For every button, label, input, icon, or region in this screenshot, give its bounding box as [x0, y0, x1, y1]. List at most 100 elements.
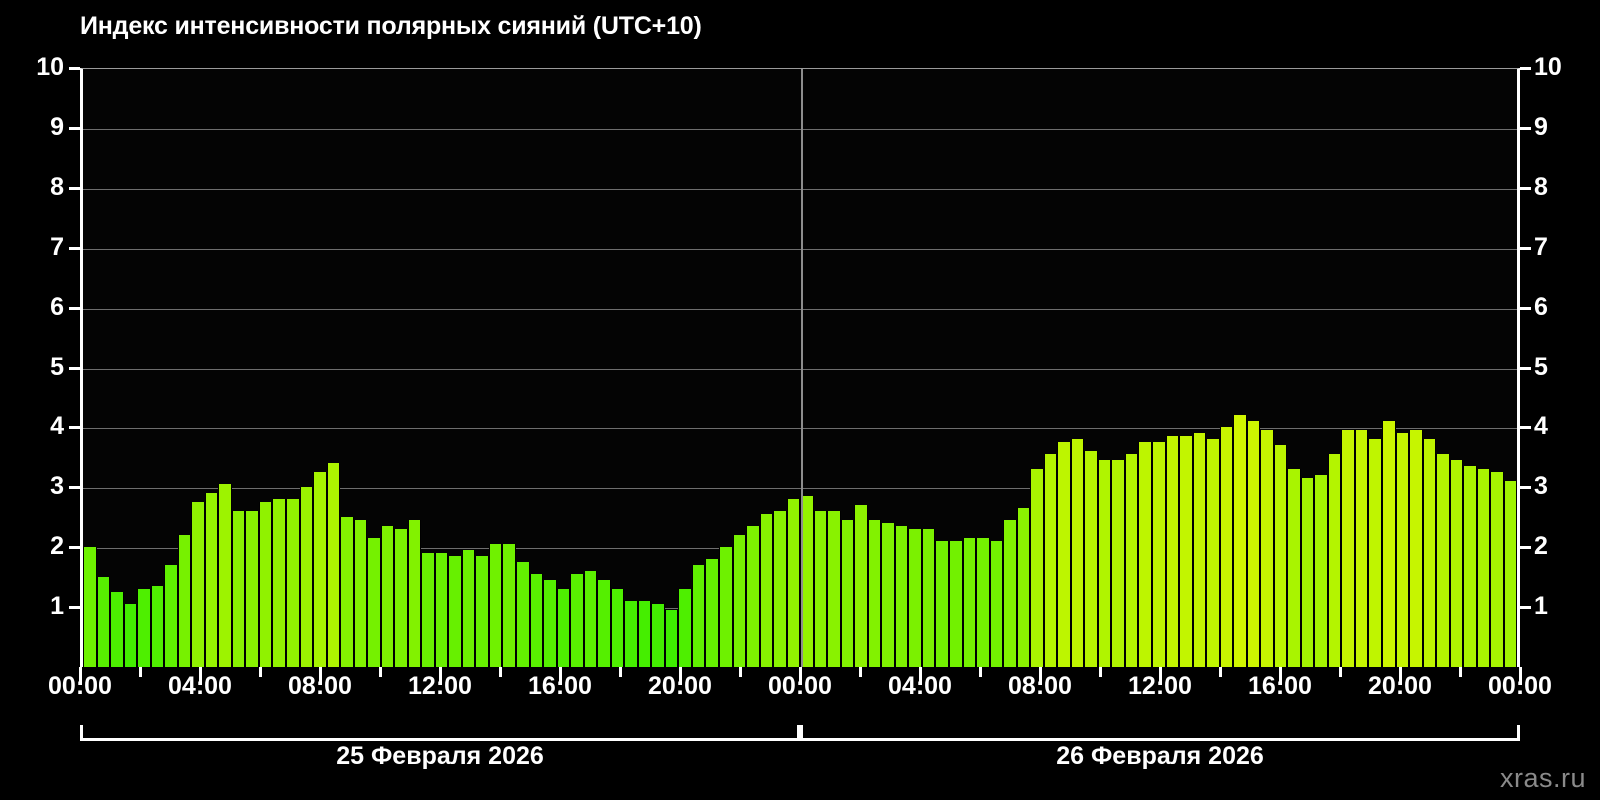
x-axis-tick-label: 00:00 [1488, 672, 1552, 700]
y-axis-tick-label: 7 [1534, 232, 1548, 261]
bar [759, 514, 774, 667]
x-axis-tick-label: 04:00 [168, 672, 232, 700]
bar [1206, 439, 1220, 667]
bar [1354, 430, 1369, 667]
y-axis-tick [69, 186, 80, 190]
bar [1503, 481, 1518, 667]
y-axis-tick [1520, 246, 1531, 250]
bar [867, 520, 882, 667]
x-axis-tick-label: 00:00 [48, 672, 112, 700]
y-axis-tick-label: 3 [1534, 472, 1548, 501]
y-axis-tick-label: 2 [50, 532, 64, 561]
y-axis-tick [69, 546, 80, 550]
bar [597, 580, 611, 667]
bar [570, 574, 584, 667]
bar [691, 565, 706, 667]
bar [231, 511, 246, 667]
x-axis-major-tick [439, 667, 442, 685]
bar-series [83, 69, 1518, 667]
y-axis-tick-label: 9 [1534, 112, 1548, 141]
bar [746, 526, 760, 667]
x-axis-tick-label: 20:00 [648, 672, 712, 700]
bar [380, 526, 395, 667]
x-axis-tick-label: 00:00 [768, 672, 832, 700]
y-axis-tick-label: 8 [50, 172, 64, 201]
bar [583, 571, 598, 667]
x-axis-major-tick [79, 667, 82, 685]
bar [1436, 454, 1450, 667]
bar [1490, 472, 1504, 667]
bar [340, 517, 354, 667]
bar [813, 511, 828, 667]
y-axis-tick-label: 4 [1534, 412, 1548, 441]
bar [421, 553, 435, 667]
y-axis-tick [1520, 546, 1531, 550]
bar [1016, 508, 1031, 667]
bar [1097, 460, 1112, 667]
bar [1341, 430, 1355, 667]
bar [989, 541, 1004, 667]
x-axis-minor-tick [139, 667, 142, 677]
bar [1030, 469, 1044, 667]
bar [1057, 442, 1071, 667]
gridline [83, 128, 1517, 130]
bar [1219, 427, 1234, 667]
y-axis-tick-label: 1 [1534, 592, 1548, 621]
x-axis-major-tick [1159, 667, 1162, 685]
y-axis-tick-label: 5 [50, 352, 64, 381]
bar [313, 472, 327, 667]
x-axis-ticks [79, 667, 1526, 687]
day-bracket [80, 725, 800, 741]
bar [840, 520, 855, 667]
bar [1287, 469, 1301, 667]
bar [1084, 451, 1098, 667]
y-axis-tick-label: 9 [50, 112, 64, 141]
x-axis-tick-label: 16:00 [1248, 672, 1312, 700]
x-axis-tick-label: 12:00 [1128, 672, 1192, 700]
bar [218, 484, 232, 667]
bar [191, 502, 205, 667]
bar [949, 541, 963, 667]
bar [976, 538, 990, 667]
bar [475, 556, 489, 667]
bar [1422, 439, 1437, 667]
x-axis-minor-tick [379, 667, 382, 677]
y-axis-tick [1520, 126, 1531, 130]
bar [786, 499, 801, 667]
bar [177, 535, 192, 667]
bar [448, 556, 462, 667]
bar [908, 529, 922, 667]
x-axis-major-tick [1399, 667, 1402, 685]
bar [610, 589, 625, 667]
bar [83, 547, 97, 667]
y-axis-tick-label: 5 [1534, 352, 1548, 381]
y-axis-tick-label: 1 [50, 592, 64, 621]
bar [705, 559, 719, 667]
y-axis-tick-label: 6 [50, 292, 64, 321]
bar [1327, 454, 1342, 667]
bar [326, 463, 341, 667]
bar [1111, 460, 1125, 667]
x-axis-major-tick [559, 667, 562, 685]
bar [204, 493, 219, 667]
bar [894, 526, 909, 667]
bar [1179, 436, 1193, 667]
plot-area [80, 68, 1520, 667]
bar [1246, 421, 1261, 667]
bar [800, 496, 814, 667]
bar [407, 520, 422, 667]
day-divider [801, 69, 803, 667]
bar [1165, 436, 1180, 667]
bar [137, 589, 151, 667]
bar [502, 544, 516, 667]
x-axis-tick-label: 12:00 [408, 672, 472, 700]
bar [827, 511, 841, 667]
y-axis-tick [1520, 606, 1531, 610]
bar [272, 499, 286, 667]
x-axis-major-tick [1519, 667, 1522, 685]
x-axis-minor-tick [499, 667, 502, 677]
x-axis-major-tick [1039, 667, 1042, 685]
bar [1003, 520, 1017, 667]
bar [434, 553, 449, 667]
